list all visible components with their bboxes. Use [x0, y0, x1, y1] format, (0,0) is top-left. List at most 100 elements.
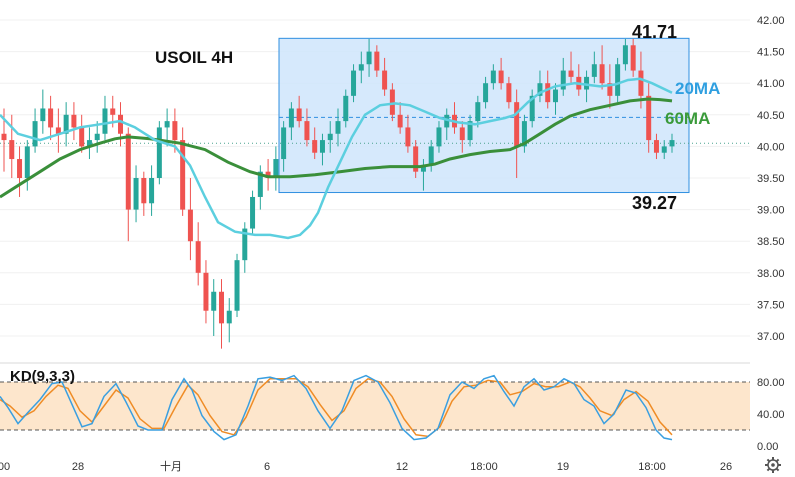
candle	[521, 114, 527, 153]
candle	[242, 222, 248, 273]
candle	[149, 165, 155, 216]
time-tick-label: 26	[720, 461, 732, 473]
candle	[86, 127, 92, 160]
candle	[63, 102, 69, 147]
price-tick-label: 39.00	[757, 205, 785, 217]
candle-body	[164, 121, 170, 128]
candle	[459, 121, 465, 153]
candle	[483, 76, 489, 109]
candle-body	[498, 70, 504, 84]
candle	[156, 121, 162, 185]
kd-tick-label: 40.00	[757, 409, 785, 421]
candle-body	[110, 108, 116, 115]
candle	[428, 140, 434, 172]
candle	[646, 83, 652, 153]
candle-body	[125, 133, 131, 210]
time-tick-label: 18:00	[470, 461, 498, 473]
candle	[420, 159, 426, 191]
candle-body	[374, 51, 380, 71]
candle	[17, 146, 23, 197]
candle-body	[607, 83, 613, 96]
candle	[358, 51, 364, 84]
candle	[591, 51, 597, 84]
candle	[537, 70, 543, 103]
settings-gear-icon[interactable]	[765, 457, 781, 473]
candle	[498, 57, 504, 90]
candle	[40, 89, 46, 134]
candle-body	[638, 70, 644, 96]
ma60-label: 60MA	[665, 109, 710, 128]
candle-body	[180, 140, 186, 210]
candle	[552, 83, 558, 115]
candle	[514, 89, 520, 178]
time-tick-label: 28	[72, 461, 84, 473]
candle-body	[413, 146, 419, 172]
candle-body	[420, 165, 426, 172]
candle-body	[622, 45, 628, 65]
candle-body	[273, 159, 279, 178]
candle-body	[397, 114, 403, 128]
price-tick-label: 40.50	[757, 110, 785, 122]
candle-body	[304, 121, 310, 141]
candle-body	[63, 114, 69, 134]
candle-body	[646, 95, 652, 141]
candle-body	[149, 178, 155, 204]
candle	[560, 57, 566, 96]
candle-body	[71, 114, 77, 128]
candle-body	[281, 127, 287, 160]
price-tick-label: 42.00	[757, 15, 785, 27]
candle	[343, 89, 349, 128]
candle	[296, 95, 302, 128]
candle	[669, 133, 675, 153]
candle	[234, 253, 240, 318]
candle-body	[615, 64, 621, 96]
candle-body	[529, 95, 535, 122]
candle	[133, 165, 139, 223]
candle-body	[172, 121, 178, 141]
candle-body	[591, 64, 597, 77]
candle-body	[102, 108, 108, 134]
candle-body	[560, 70, 566, 90]
candle	[568, 51, 574, 84]
candle-body	[366, 51, 372, 65]
candle-body	[141, 178, 147, 204]
candle-body	[475, 102, 481, 122]
candle	[102, 95, 108, 141]
price-tick-label: 41.50	[757, 47, 785, 59]
kd-tick-label: 80.00	[757, 377, 785, 389]
candle-body	[506, 83, 512, 103]
candle	[24, 140, 30, 191]
candle	[9, 114, 15, 178]
candle-body	[319, 140, 325, 153]
candle-body	[242, 228, 248, 261]
candle	[382, 57, 388, 96]
candle-body	[358, 64, 364, 71]
candle	[265, 159, 271, 191]
candle	[374, 45, 380, 77]
candle	[211, 279, 217, 336]
candle-body	[133, 178, 139, 210]
candle-body	[459, 127, 465, 141]
channel-high-label: 41.71	[632, 22, 677, 42]
candle-body	[490, 70, 496, 84]
candle-body	[514, 102, 520, 147]
candle	[187, 178, 193, 261]
candle-body	[343, 95, 349, 122]
candle-body	[436, 127, 442, 147]
candle-body	[55, 127, 61, 134]
ma60-line	[0, 97, 673, 199]
kd-axis: 80.00 40.00 0.00	[757, 377, 785, 453]
candle	[335, 108, 341, 147]
candle	[195, 222, 201, 286]
candle-body	[599, 64, 605, 84]
candle-body	[382, 70, 388, 90]
time-tick-label: 18:00	[638, 461, 666, 473]
candle	[389, 83, 395, 122]
candle-body	[218, 291, 224, 324]
candle	[257, 165, 263, 210]
candle-body	[257, 171, 263, 197]
candle	[584, 70, 590, 103]
ma20-line	[0, 77, 673, 240]
candle	[661, 140, 667, 160]
